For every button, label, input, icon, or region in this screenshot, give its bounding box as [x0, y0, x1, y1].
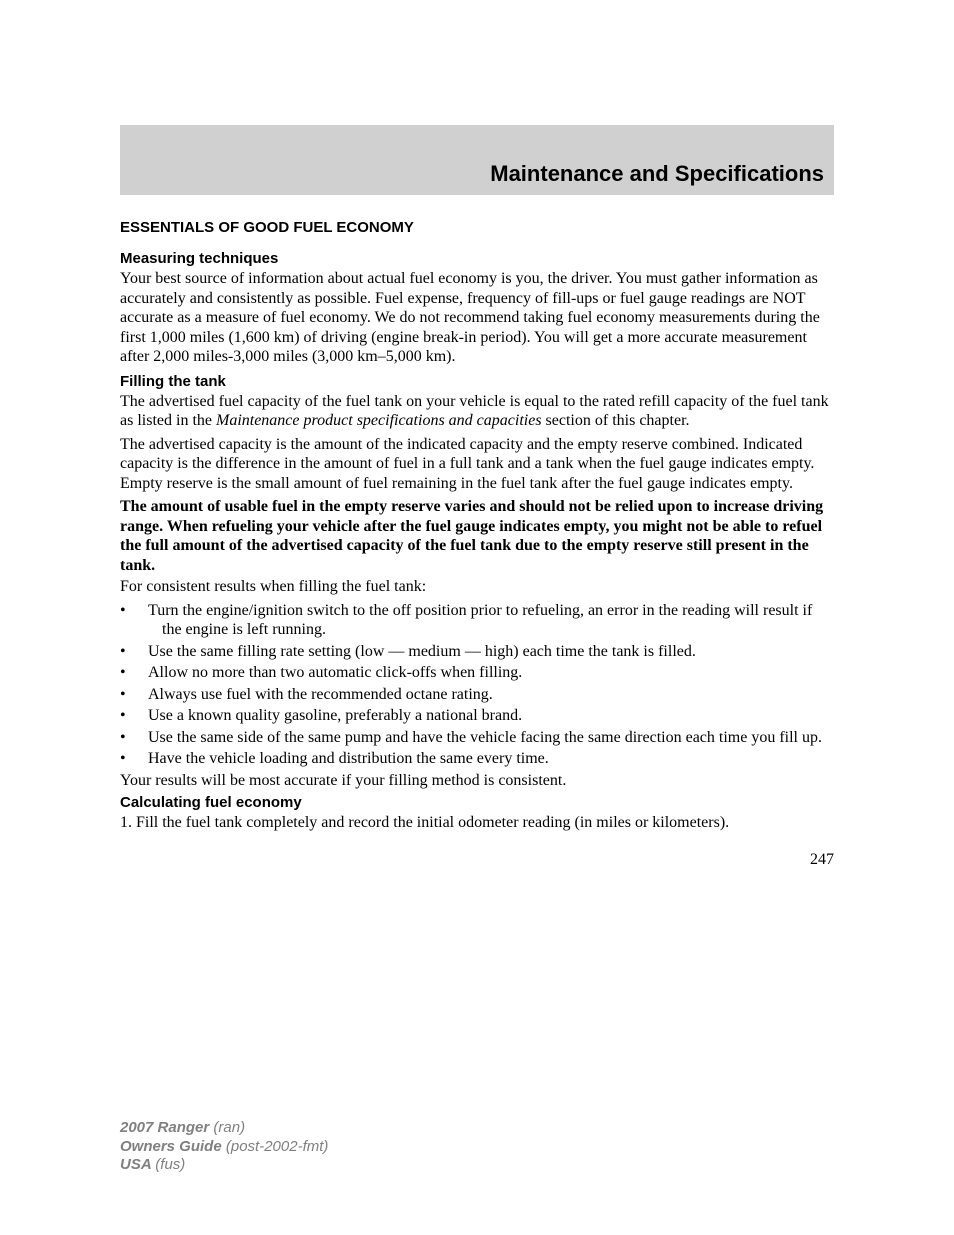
- paragraph: 1. Fill the fuel tank completely and rec…: [120, 813, 834, 833]
- footer-bold: USA: [120, 1156, 155, 1173]
- footer-block: 2007 Ranger (ran) Owners Guide (post-200…: [120, 1119, 328, 1175]
- chapter-title: Maintenance and Specifications: [490, 161, 824, 187]
- bullet-list: Turn the engine/ignition switch to the o…: [120, 601, 834, 769]
- footer-line: USA (fus): [120, 1156, 328, 1175]
- section-body: ESSENTIALS OF GOOD FUEL ECONOMY Measurin…: [120, 219, 834, 869]
- subheading-filling: Filling the tank: [120, 373, 834, 390]
- footer-italic: (ran): [213, 1119, 245, 1136]
- footer-line: 2007 Ranger (ran): [120, 1119, 328, 1138]
- list-item: Turn the engine/ignition switch to the o…: [134, 601, 834, 640]
- footer-bold: Owners Guide: [120, 1138, 226, 1155]
- list-item: Always use fuel with the recommended oct…: [134, 685, 834, 705]
- chapter-header-band: Maintenance and Specifications: [120, 125, 834, 195]
- subheading-calculating: Calculating fuel economy: [120, 794, 834, 811]
- paragraph: The advertised fuel capacity of the fuel…: [120, 392, 834, 431]
- paragraph-bold: The amount of usable fuel in the empty r…: [120, 497, 834, 575]
- footer-italic: (fus): [155, 1156, 185, 1173]
- text-run: section of this chapter.: [542, 412, 690, 429]
- paragraph: Your results will be most accurate if yo…: [120, 771, 834, 791]
- text-run-italic: Maintenance product specifications and c…: [216, 412, 542, 429]
- footer-italic: (post-2002-fmt): [226, 1138, 329, 1155]
- page-number: 247: [120, 851, 834, 869]
- paragraph: The advertised capacity is the amount of…: [120, 435, 834, 494]
- footer-line: Owners Guide (post-2002-fmt): [120, 1138, 328, 1157]
- list-item: Allow no more than two automatic click-o…: [134, 663, 834, 683]
- section-heading: ESSENTIALS OF GOOD FUEL ECONOMY: [120, 219, 834, 236]
- list-item: Have the vehicle loading and distributio…: [134, 749, 834, 769]
- footer-bold: 2007 Ranger: [120, 1119, 213, 1136]
- paragraph: Your best source of information about ac…: [120, 269, 834, 367]
- list-item: Use the same filling rate setting (low —…: [134, 642, 834, 662]
- subheading-measuring: Measuring techniques: [120, 250, 834, 267]
- paragraph: For consistent results when filling the …: [120, 577, 834, 597]
- list-item: Use a known quality gasoline, preferably…: [134, 706, 834, 726]
- page-content: Maintenance and Specifications ESSENTIAL…: [0, 0, 954, 869]
- list-item: Use the same side of the same pump and h…: [134, 728, 834, 748]
